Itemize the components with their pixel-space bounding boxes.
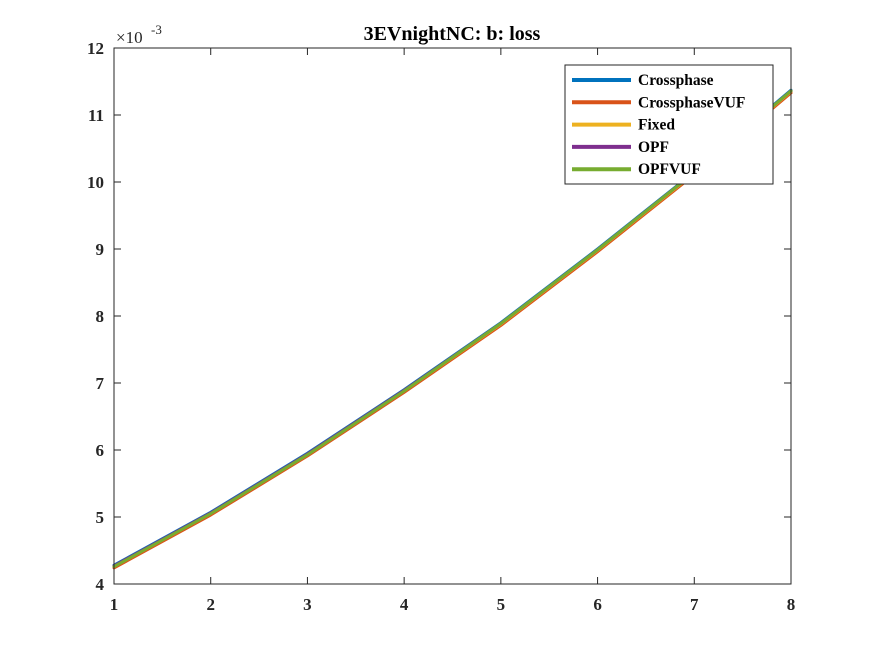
legend-label: OPFVUF [638, 161, 701, 178]
y-tick-label: 5 [96, 508, 105, 527]
x-tick-label: 7 [690, 595, 699, 614]
y-tick-label: 7 [96, 374, 105, 393]
y-exponent-base: ×10 [116, 28, 143, 47]
legend-label: Fixed [638, 117, 675, 134]
y-exponent-power: -3 [151, 22, 162, 37]
legend-label: OPF [638, 139, 669, 156]
y-tick-label: 12 [87, 39, 104, 58]
y-tick-label: 9 [96, 240, 105, 259]
x-tick-label: 8 [787, 595, 796, 614]
series-line-opfvuf [112, 89, 793, 569]
y-tick-label: 11 [88, 106, 104, 125]
y-tick-label: 6 [96, 441, 105, 460]
chart-title: 3EVnightNC: b: loss [364, 23, 541, 45]
y-tick-label: 4 [96, 575, 105, 594]
y-tick-label: 8 [96, 307, 105, 326]
y-tick-label: 10 [87, 173, 104, 192]
legend: Crossphase CrossphaseVUF Fixed OPF OPFVUF [564, 64, 774, 185]
series-lines [112, 88, 793, 570]
legend-label: Crossphase [638, 72, 714, 89]
legend-label: CrossphaseVUF [638, 94, 745, 111]
y-exponent-label: ×10 -3 [116, 22, 162, 47]
x-tick-label: 1 [110, 595, 119, 614]
x-tick-label: 5 [497, 595, 506, 614]
x-tick-label: 6 [593, 595, 602, 614]
x-tick-label: 4 [400, 595, 409, 614]
x-tick-label: 2 [206, 595, 215, 614]
x-tick-label: 3 [303, 595, 312, 614]
